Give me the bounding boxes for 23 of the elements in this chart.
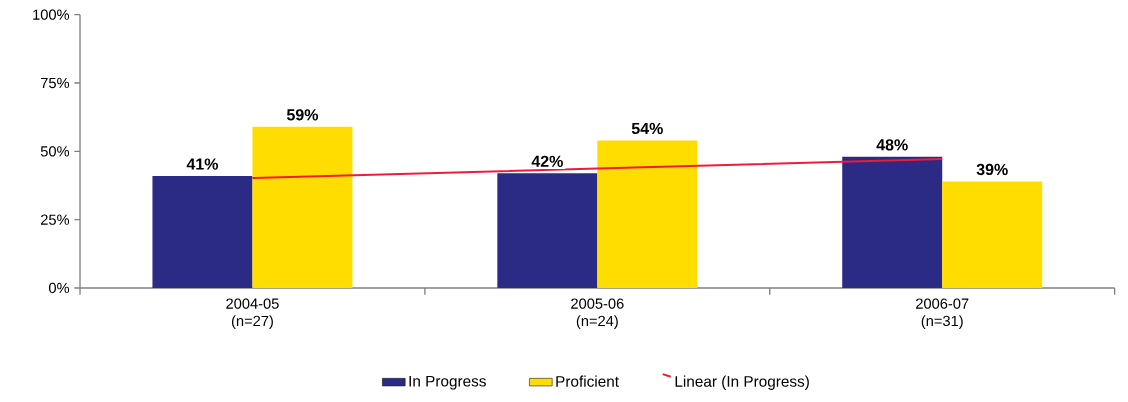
data-label: 39% xyxy=(976,163,1008,176)
data-label: 42% xyxy=(531,155,563,167)
y-tick-label: 100% xyxy=(33,9,70,20)
legend-label: Linear (In Progress) xyxy=(675,375,809,390)
data-label: 54% xyxy=(631,122,663,135)
bar xyxy=(497,173,598,288)
bar xyxy=(842,156,943,288)
y-tick-label: 0% xyxy=(48,282,70,294)
legend-label: Proficient xyxy=(556,375,619,387)
bar xyxy=(597,140,698,288)
y-tick-label: 75% xyxy=(41,77,70,89)
bar xyxy=(152,175,253,288)
data-label: 41% xyxy=(186,158,219,170)
x-tick-label: 2005-06 (n=24) xyxy=(571,298,624,329)
data-label: 59% xyxy=(286,109,319,121)
y-tick-label: 50% xyxy=(40,146,70,157)
x-tick-label: 2006-07 (n=31) xyxy=(916,298,969,329)
legend-label: In Progress xyxy=(409,375,486,390)
data-label: 48% xyxy=(876,139,908,151)
x-tick-label: 2004-05 (n=27) xyxy=(226,298,279,329)
bar xyxy=(252,126,353,288)
y-tick-label: 25% xyxy=(40,214,70,225)
bar xyxy=(942,181,1043,288)
